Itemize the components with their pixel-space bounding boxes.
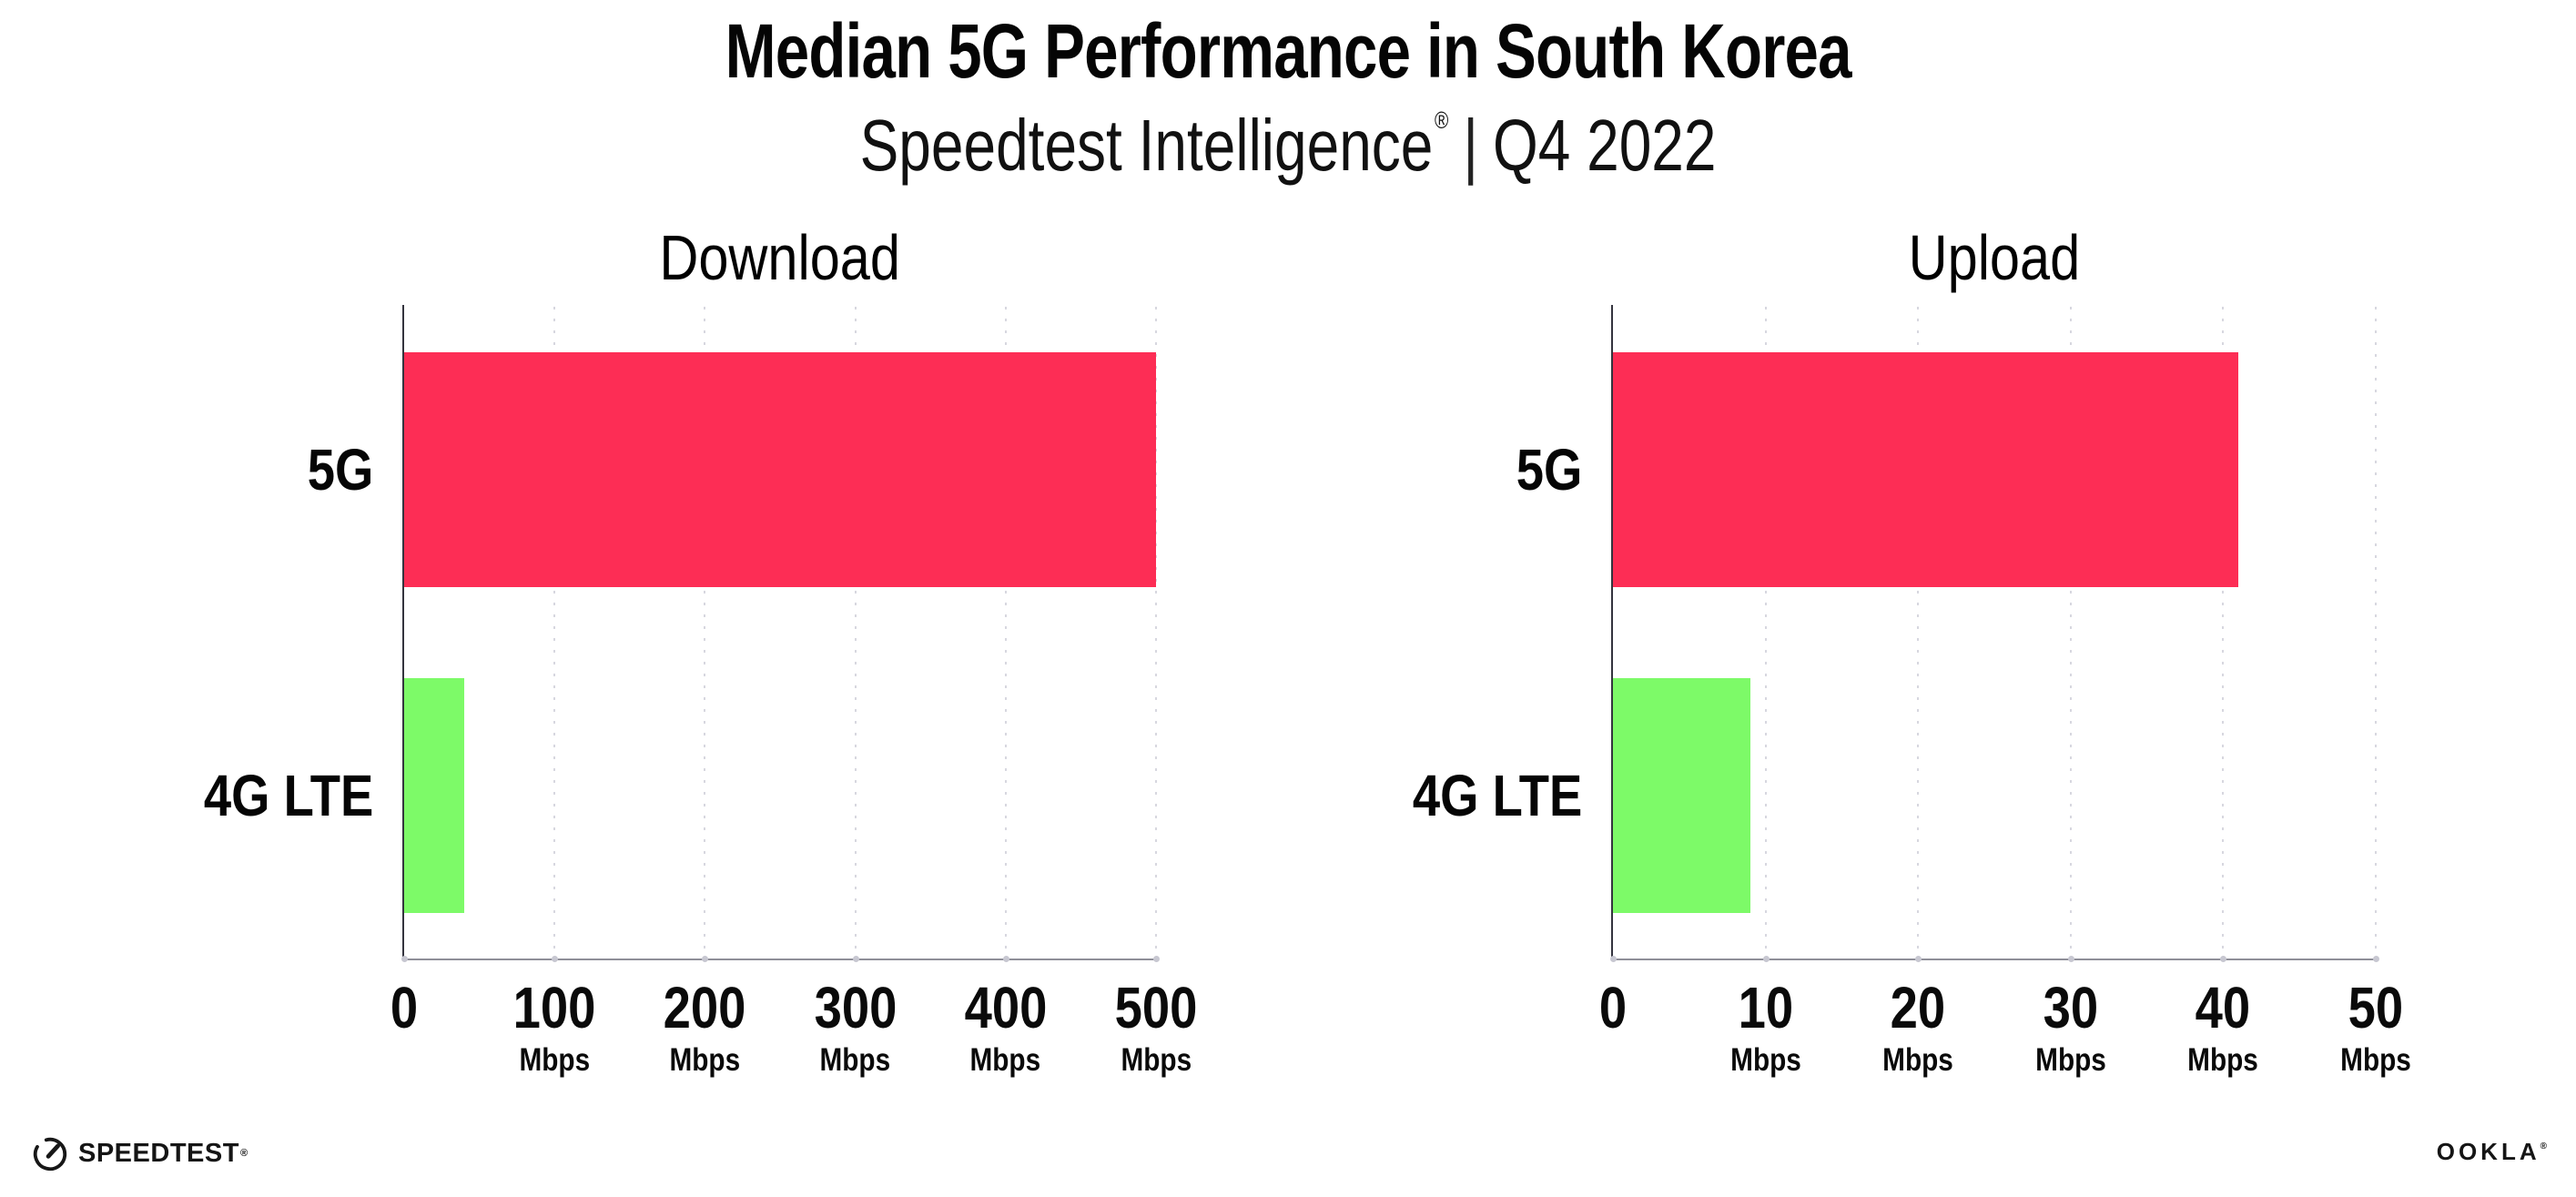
x-tick-value: 300: [814, 975, 897, 1040]
category-label-4g-lte: 4G LTE: [203, 763, 373, 828]
category-label-5g: 5G: [307, 437, 373, 502]
page-subtitle: Speedtest Intelligence® | Q4 2022: [0, 107, 2576, 184]
axis-tick-dot: [1002, 956, 1009, 962]
x-tick-unit: Mbps: [819, 1042, 891, 1078]
axis-tick-dot: [2067, 956, 2074, 962]
upload-chart-title-text: Upload: [1908, 222, 2081, 293]
x-tick: 10 Mbps: [1724, 979, 1807, 1076]
x-tick: 100 Mbps: [506, 979, 603, 1076]
gridline: [1764, 307, 1767, 959]
download-y-axis-line: [402, 305, 404, 960]
category-label-4g-lte: 4G LTE: [1412, 763, 1582, 828]
x-tick-unit: Mbps: [669, 1042, 741, 1078]
x-tick-value: 100: [512, 975, 596, 1040]
bar-5g: [404, 352, 1156, 587]
download-plot-area: 0 100 Mbps 200 Mbps 300 Mbps 400 Mbps 500 Mbps: [390, 305, 1197, 1076]
gauge-icon: [33, 1137, 67, 1172]
download-chart-title: Download: [404, 226, 1156, 289]
upload-x-axis-labels: 0 10 Mbps 20 Mbps 30 Mbps 40 Mbps 50 Mbps: [1599, 979, 2411, 1097]
gridline: [1917, 307, 1920, 959]
upload-chart-title: Upload: [1613, 226, 2376, 289]
x-tick: 40 Mbps: [2182, 979, 2265, 1076]
subtitle-brand: Speedtest Intelligence: [859, 105, 1434, 186]
page-title: Median 5G Performance in South Korea: [0, 11, 2576, 91]
x-tick-value: 30: [2043, 975, 2099, 1040]
x-tick-unit: Mbps: [1729, 1042, 1801, 1078]
speedtest-trademark: ®: [239, 1148, 248, 1159]
axis-tick-dot: [552, 956, 559, 962]
x-tick: 500 Mbps: [1108, 979, 1205, 1076]
x-tick-value: 50: [2348, 975, 2404, 1040]
x-tick-value: 500: [1114, 975, 1198, 1040]
x-tick-unit: Mbps: [1882, 1042, 1954, 1078]
x-tick: 400 Mbps: [957, 979, 1054, 1076]
upload-chart: 5G 4G LTE 0 10 Mbps 20 Mbps 30 Mbps 40 Mbps 50 Mbps: [1313, 305, 2411, 1076]
download-x-axis-line: [402, 959, 1156, 960]
download-chart-title-text: Download: [659, 222, 901, 293]
gridline: [1155, 307, 1157, 959]
x-tick-value: 10: [1738, 975, 1793, 1040]
gridline: [1004, 307, 1007, 959]
gridline: [2375, 307, 2377, 959]
download-category-axis: 5G 4G LTE: [104, 307, 404, 959]
speedtest-wordmark: SPEEDTEST: [78, 1138, 239, 1168]
gridline: [2069, 307, 2072, 959]
upload-category-axis: 5G 4G LTE: [1313, 307, 1613, 959]
download-x-axis-labels: 0 100 Mbps 200 Mbps 300 Mbps 400 Mbps 500 Mbps: [390, 979, 1198, 1097]
x-tick: 50 Mbps: [2334, 979, 2417, 1076]
axis-tick-dot: [401, 956, 408, 962]
x-tick-unit: Mbps: [2187, 1042, 2259, 1078]
x-tick: 300 Mbps: [806, 979, 904, 1076]
upload-y-axis-line: [1611, 305, 1613, 960]
axis-tick-dot: [1153, 956, 1160, 962]
registered-mark: ®: [1434, 107, 1449, 134]
category-label-5g: 5G: [1516, 437, 1582, 502]
axis-tick-dot: [2373, 956, 2379, 962]
ookla-wordmark: OOKLA: [2436, 1138, 2541, 1165]
axis-tick-dot: [852, 956, 859, 962]
x-tick: 0: [1597, 979, 1629, 1037]
x-tick-value: 200: [664, 975, 746, 1040]
x-tick-value: 40: [2196, 975, 2251, 1040]
x-tick-value: 20: [1890, 975, 1946, 1040]
download-chart: 5G 4G LTE 0 100 Mbps 200 Mbps 300 Mbps 400 Mbps 50…: [104, 305, 1197, 1076]
x-tick: 0: [388, 979, 421, 1037]
x-tick-unit: Mbps: [2034, 1042, 2106, 1078]
ookla-logo: OOKLA®: [2437, 1138, 2547, 1166]
x-tick-value: 0: [390, 975, 419, 1040]
x-tick-value: 400: [964, 975, 1048, 1040]
subtitle-separator: |: [1463, 105, 1478, 186]
bar-5g: [1613, 352, 2239, 587]
gridline: [2222, 307, 2225, 959]
x-tick: 30 Mbps: [2029, 979, 2112, 1076]
axis-tick-dot: [1915, 956, 1922, 962]
axis-tick-dot: [1610, 956, 1617, 962]
upload-plot-area: 0 10 Mbps 20 Mbps 30 Mbps 40 Mbps 50 Mbps: [1599, 305, 2411, 1076]
gridline: [704, 307, 706, 959]
page-title-text: Median 5G Performance in South Korea: [725, 8, 1851, 94]
x-tick: 20 Mbps: [1876, 979, 1959, 1076]
bar-4g-lte: [1613, 678, 1750, 913]
gridline: [553, 307, 556, 959]
x-tick-unit: Mbps: [969, 1042, 1041, 1078]
upload-x-axis-line: [1611, 959, 2376, 960]
bar-4g-lte: [404, 678, 465, 913]
x-tick-unit: Mbps: [1121, 1042, 1192, 1078]
subtitle-period: Q4 2022: [1492, 105, 1717, 186]
x-tick: 200 Mbps: [656, 979, 754, 1076]
gridline: [854, 307, 857, 959]
x-tick-unit: Mbps: [519, 1042, 591, 1078]
x-tick-value: 0: [1598, 975, 1628, 1040]
axis-tick-dot: [702, 956, 709, 962]
speedtest-logo: SPEEDTEST ®: [31, 1134, 248, 1172]
axis-tick-dot: [2220, 956, 2227, 962]
axis-tick-dot: [1762, 956, 1770, 962]
ookla-trademark: ®: [2540, 1141, 2547, 1151]
x-tick-unit: Mbps: [2340, 1042, 2411, 1078]
